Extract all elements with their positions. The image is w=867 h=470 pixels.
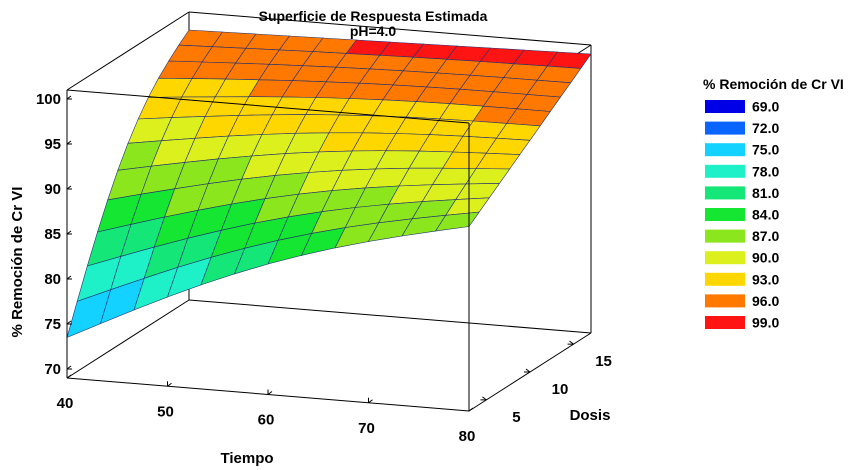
y-tick-mark-side-1 (525, 368, 531, 373)
z-tick-mark-side-5 (66, 140, 72, 145)
x-tick-mark-side-3 (368, 399, 373, 404)
legend-swatch-5 (705, 208, 745, 221)
chart-title: Superficie de Respuesta Estimada (259, 8, 488, 24)
legend-label-0: 69.0 (752, 99, 779, 115)
x-tick-mark-side-4 (468, 407, 474, 412)
legend-label-10: 99.0 (752, 315, 779, 331)
legend-swatch-10 (705, 316, 745, 329)
z-tick-label-6: 100 (36, 91, 61, 108)
x-tick-mark-side-0 (66, 374, 72, 379)
box-edge-back-3 (188, 299, 592, 334)
z-axis-label: % Remoción de Cr VI (9, 187, 26, 338)
z-tick-label-5: 95 (44, 136, 61, 153)
y-tick-label-0: 5 (512, 409, 520, 426)
legend-swatch-1 (705, 121, 745, 135)
surface-cell-11-0 (434, 211, 480, 232)
x-tick-mark-side-1 (167, 382, 172, 387)
y-axis-label: Dosis (570, 407, 611, 424)
x-tick-label-4: 80 (459, 428, 476, 445)
legend-label-3: 78.0 (752, 163, 779, 179)
z-tick-label-4: 90 (44, 181, 61, 198)
y-tick-mark-side-2 (569, 340, 574, 345)
legend-label-2: 75.0 (752, 142, 779, 158)
y-tick-label-2: 15 (595, 353, 612, 370)
legend-label-8: 93.0 (752, 271, 779, 287)
x-tick-label-0: 40 (57, 395, 74, 412)
x-axis-label: Tiempo (220, 450, 273, 467)
legend-title: % Remoción de Cr VI (703, 76, 844, 92)
legend: % Remoción de Cr VI 69.0 72.0 75.0 78.0 81.0… (703, 76, 844, 331)
x-tick-label-1: 50 (157, 403, 174, 420)
box-edge-front-3 (66, 89, 470, 124)
chart-subtitle: pH=4.0 (350, 23, 397, 39)
x-tick-label-3: 70 (358, 420, 375, 437)
legend-swatch-2 (705, 143, 745, 157)
legend-swatch-9 (705, 294, 745, 308)
legend-swatch-7 (705, 251, 745, 265)
box-edge-back-4 (66, 11, 190, 91)
y-tick-mark-side-0 (482, 396, 487, 401)
legend-label-6: 87.0 (752, 228, 779, 244)
legend-swatch-6 (705, 229, 745, 243)
legend-label-5: 84.0 (752, 207, 779, 223)
legend-swatch-4 (705, 186, 745, 200)
y-tick-label-1: 10 (552, 381, 569, 398)
z-tick-mark-side-6 (66, 95, 72, 100)
z-tick-label-1: 75 (44, 316, 61, 333)
z-tick-label-3: 85 (44, 226, 61, 243)
x-tick-mark-side-2 (267, 391, 273, 395)
legend-swatch-0 (705, 100, 745, 113)
z-tick-label-0: 70 (44, 361, 61, 378)
legend-label-9: 96.0 (752, 293, 779, 309)
z-tick-label-2: 80 (44, 271, 61, 288)
z-tick-mark-side-1 (66, 320, 72, 325)
legend-swatch-8 (705, 272, 745, 286)
legend-label-1: 72.0 (752, 120, 779, 136)
response-surface (66, 29, 592, 339)
legend-label-4: 81.0 (752, 185, 779, 201)
z-tick-mark-side-4 (66, 185, 72, 190)
z-tick-mark-side-2 (66, 275, 72, 280)
axis-ticks: 70 75 80 85 90 95 100 40 50 60 70 80 5 10 15 (36, 91, 612, 445)
box-edge-back-6 (66, 299, 190, 379)
z-tick-mark-side-0 (66, 365, 72, 370)
x-tick-label-2: 60 (258, 412, 275, 429)
legend-label-7: 90.0 (752, 250, 779, 266)
legend-swatch-3 (705, 164, 745, 178)
z-tick-mark-side-3 (66, 230, 72, 235)
box-edge-back-1 (188, 11, 592, 46)
